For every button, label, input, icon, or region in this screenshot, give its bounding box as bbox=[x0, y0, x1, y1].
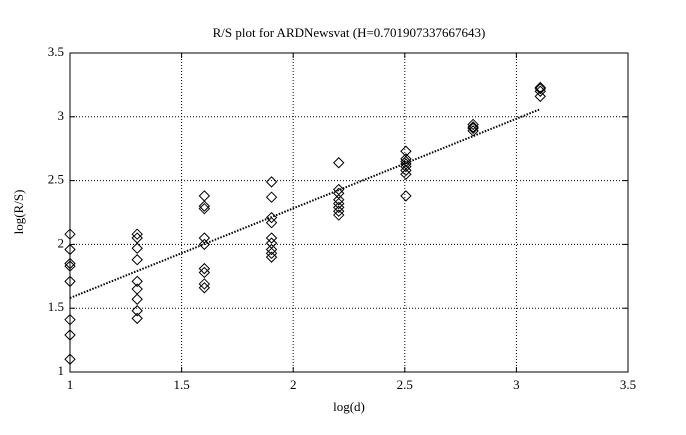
point bbox=[467, 125, 479, 137]
point bbox=[265, 232, 278, 244]
point bbox=[400, 155, 412, 168]
point bbox=[265, 191, 278, 203]
point bbox=[131, 228, 143, 240]
point bbox=[64, 243, 76, 256]
point bbox=[131, 312, 143, 325]
point bbox=[400, 164, 412, 177]
y-tick-label: 3.5 bbox=[48, 44, 64, 59]
point bbox=[64, 329, 76, 341]
point bbox=[131, 254, 143, 266]
point bbox=[64, 353, 76, 365]
point bbox=[198, 200, 211, 212]
plot-frame bbox=[69, 52, 629, 373]
point bbox=[198, 282, 211, 294]
point bbox=[467, 122, 479, 134]
point bbox=[333, 197, 345, 210]
point bbox=[333, 205, 345, 217]
point bbox=[467, 118, 479, 131]
point bbox=[400, 153, 412, 165]
y-tick-label: 3 bbox=[58, 108, 65, 123]
point bbox=[131, 293, 143, 305]
point bbox=[534, 90, 546, 103]
point bbox=[534, 81, 546, 94]
point bbox=[333, 194, 345, 206]
point bbox=[64, 275, 76, 288]
point bbox=[198, 202, 211, 215]
x-tick-label: 1 bbox=[67, 377, 74, 392]
point bbox=[467, 121, 479, 133]
point bbox=[534, 85, 546, 97]
x-tick-label: 2 bbox=[290, 377, 297, 392]
point bbox=[400, 190, 412, 202]
point bbox=[64, 228, 76, 240]
point bbox=[265, 251, 278, 263]
y-tick-label: 1 bbox=[58, 363, 65, 378]
y-tick-label: 2.5 bbox=[48, 172, 64, 187]
point bbox=[198, 266, 211, 279]
chart-title: R/S plot for ARDNewsvat (H=0.70190733766… bbox=[213, 25, 486, 40]
point bbox=[198, 278, 211, 290]
point bbox=[333, 157, 345, 169]
point bbox=[333, 209, 345, 221]
point bbox=[64, 257, 76, 270]
point bbox=[265, 211, 278, 224]
x-tick-label: 3 bbox=[513, 377, 520, 392]
fit-line bbox=[69, 108, 541, 299]
point bbox=[400, 168, 412, 180]
point bbox=[265, 247, 278, 260]
point bbox=[265, 176, 278, 188]
y-tick-label: 1.5 bbox=[48, 299, 64, 314]
point bbox=[131, 305, 143, 317]
y-tick-label: 2 bbox=[58, 235, 65, 250]
point bbox=[265, 217, 278, 229]
x-tick-label: 3.5 bbox=[620, 377, 636, 392]
point bbox=[131, 275, 143, 288]
x-axis-label: log(d) bbox=[333, 399, 365, 414]
point bbox=[333, 201, 345, 214]
point bbox=[265, 243, 278, 256]
point bbox=[64, 313, 76, 326]
point bbox=[534, 83, 546, 95]
point bbox=[64, 260, 76, 272]
y-axis-label: log(R/S) bbox=[11, 190, 26, 235]
x-tick-label: 2.5 bbox=[397, 377, 413, 392]
x-tick-label: 1.5 bbox=[173, 377, 189, 392]
point bbox=[198, 262, 211, 275]
point bbox=[131, 242, 143, 254]
